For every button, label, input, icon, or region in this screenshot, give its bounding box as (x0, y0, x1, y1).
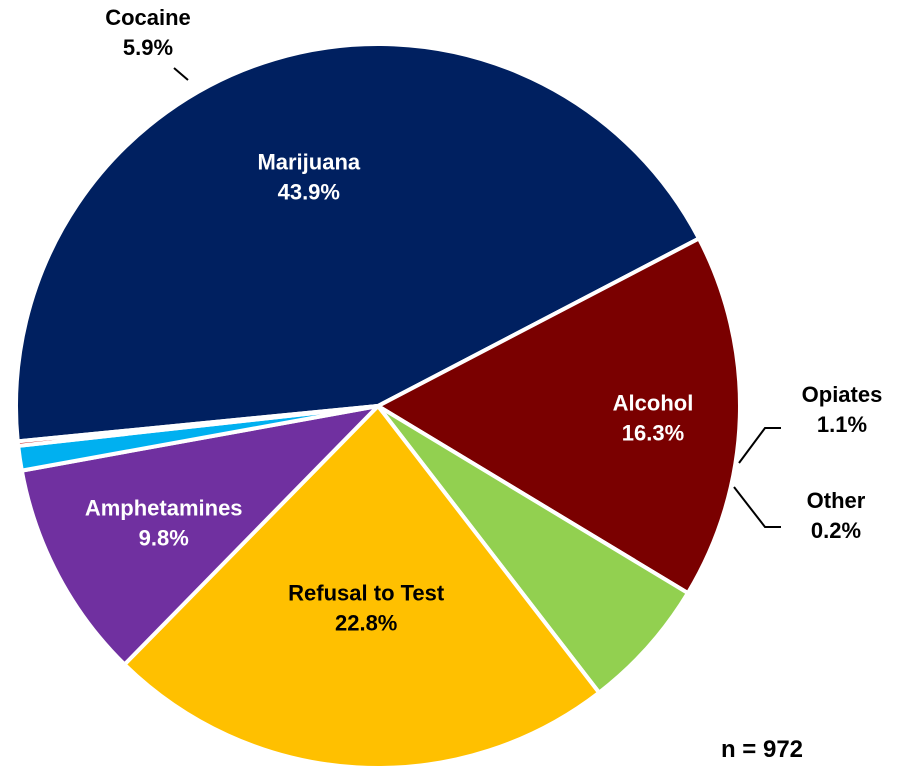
slice-label-marijuana: Marijuana 43.9% (257, 150, 360, 205)
pie-slice-other (15, 404, 380, 448)
pie-slice-cocaine (376, 404, 690, 695)
leader-lines (173, 67, 781, 528)
pie-slice-refusal-to-test (122, 404, 602, 770)
slice-name-amphetamines: Amphetamines (85, 496, 243, 521)
slice-name-cocaine: Cocaine (105, 5, 191, 30)
leader-line-cocaine (173, 67, 189, 81)
slice-name-other: Other (807, 488, 866, 513)
slice-value-opiates: 1.1% (817, 412, 867, 437)
pie-slices (14, 42, 742, 770)
slice-label-amphetamines: Amphetamines 9.8% (85, 496, 243, 551)
slice-label-alcohol: Alcohol 16.3% (613, 391, 694, 446)
slice-value-cocaine: 5.9% (123, 35, 173, 60)
slice-label-refusal-to-test: Refusal to Test 22.8% (288, 581, 445, 636)
slice-name-refusal-to-test: Refusal to Test (288, 581, 445, 606)
slice-name-alcohol: Alcohol (613, 391, 694, 416)
pie-slice-marijuana (14, 42, 701, 444)
slice-value-refusal-to-test: 22.8% (335, 611, 397, 636)
sample-size-note: n = 972 (721, 736, 803, 763)
leader-line-other (733, 486, 781, 528)
slice-label-cocaine: Cocaine 5.9% (105, 5, 191, 60)
slice-name-opiates: Opiates (802, 382, 883, 407)
slice-labels: Marijuana 43.9% Alcohol 16.3% Cocaine 5.9% Ref… (85, 5, 883, 636)
slice-value-marijuana: 43.9% (278, 180, 340, 205)
pie-slice-alcohol (376, 236, 742, 596)
slice-name-marijuana: Marijuana (257, 150, 360, 175)
slice-value-amphetamines: 9.8% (139, 526, 189, 551)
pie-slice-amphetamines (19, 404, 380, 667)
slice-label-other: Other 0.2% (807, 488, 866, 543)
slice-label-opiates: Opiates 1.1% (802, 382, 883, 437)
slice-value-alcohol: 16.3% (622, 421, 684, 446)
leader-line-opiates (738, 427, 781, 464)
slice-value-other: 0.2% (811, 518, 861, 543)
